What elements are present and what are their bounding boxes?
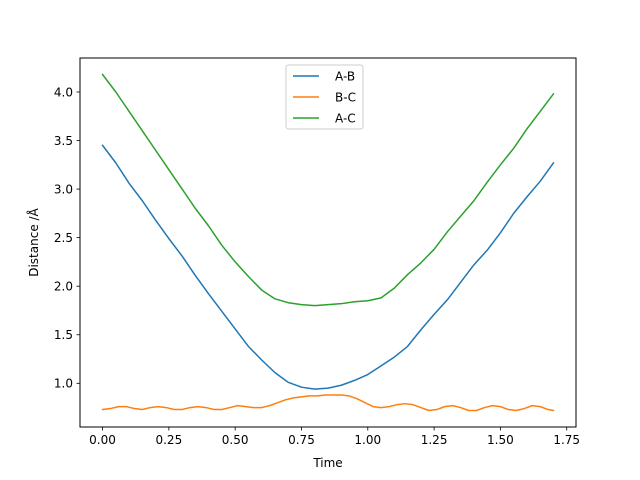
x-tick-label: 0.25 — [155, 433, 182, 447]
series-line-a-b — [101, 144, 555, 390]
y-axis-label: Distance /Å — [26, 207, 41, 276]
legend-label: B-C — [335, 90, 356, 104]
x-tick-label: 1.75 — [553, 433, 580, 447]
x-tick-label: 0.75 — [288, 433, 315, 447]
y-tick-label: 3.0 — [54, 182, 73, 196]
x-tick-label: 1.00 — [354, 433, 381, 447]
plot-frame — [79, 57, 577, 428]
axes-ticks: 0.00 0.25 0.50 0.75 1.00 1.25 1.50 1.75 1.0 1.5 2.… — [54, 85, 580, 447]
legend-label: A-B — [335, 69, 355, 83]
x-tick-label: 0.00 — [89, 433, 116, 447]
y-tick-label: 3.5 — [54, 134, 73, 148]
legend: A-B B-C A-C — [285, 64, 364, 130]
y-tick-label: 2.5 — [54, 231, 73, 245]
series-line-a-c — [101, 73, 555, 307]
y-tick-label: 4.0 — [54, 85, 73, 99]
x-axis-label: Time — [312, 456, 342, 470]
x-tick-label: 1.50 — [487, 433, 514, 447]
legend-label: A-C — [335, 111, 356, 125]
legend-box — [285, 64, 364, 130]
y-tick-label: 2.0 — [54, 279, 73, 293]
x-tick-label: 1.25 — [421, 433, 448, 447]
y-tick-label: 1.5 — [54, 328, 73, 342]
plot-lines — [101, 73, 555, 412]
y-tick-label: 1.0 — [54, 377, 73, 391]
x-tick-label: 0.50 — [222, 433, 249, 447]
series-line-b-c — [101, 394, 555, 412]
